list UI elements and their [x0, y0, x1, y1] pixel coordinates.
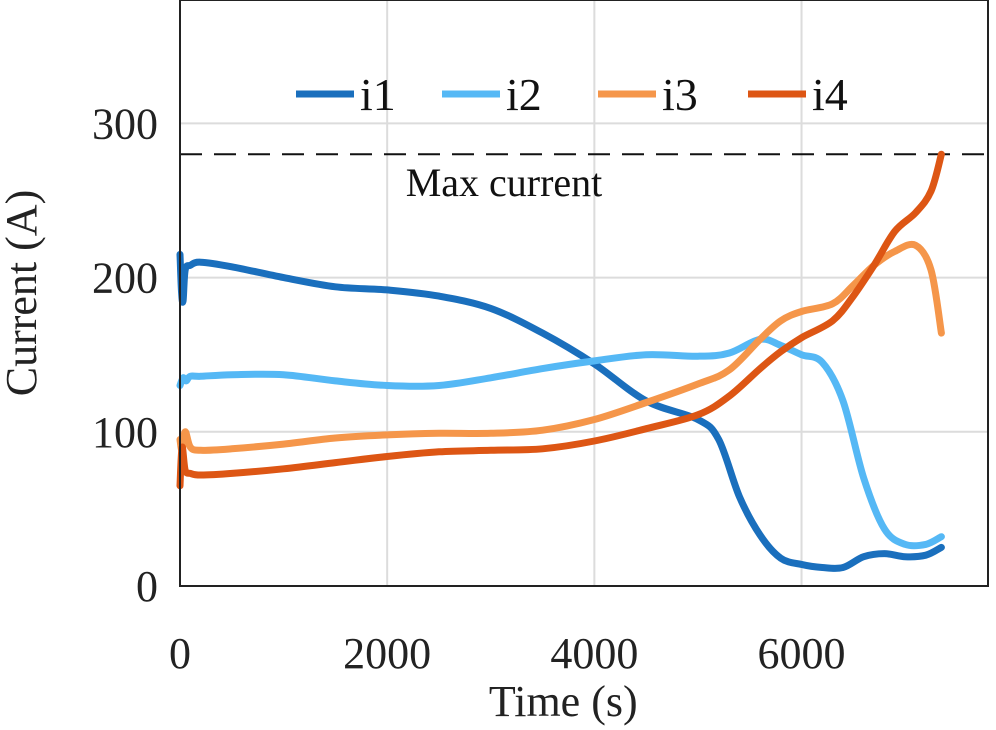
legend-label-i4: i4	[812, 69, 848, 120]
x-tick-label: 6000	[758, 629, 846, 678]
y-tick-label: 200	[92, 254, 158, 303]
tick-labels: 0 2000 4000 6000 0 100 200 300	[92, 99, 846, 678]
legend: i1 i2 i3 i4	[296, 69, 848, 120]
legend-label-i2: i2	[506, 69, 542, 120]
grid-lines	[179, 0, 988, 587]
x-tick-label: 0	[169, 629, 191, 678]
legend-label-i1: i1	[360, 69, 396, 120]
y-tick-label: 0	[136, 562, 158, 611]
max-current-label: Max current	[406, 160, 603, 205]
series-line-i2	[176, 335, 945, 550]
series-line-i3	[176, 240, 945, 454]
series-lines	[176, 150, 945, 572]
plot-frame	[179, 0, 989, 587]
y-axis-label: Current (A)	[0, 190, 46, 397]
x-tick-label: 4000	[550, 629, 638, 678]
x-axis-label: Time (s)	[489, 677, 638, 726]
x-tick-label: 2000	[343, 629, 431, 678]
y-tick-label: 300	[92, 99, 158, 148]
legend-label-i3: i3	[662, 69, 698, 120]
y-tick-label: 100	[92, 408, 158, 457]
series-line-i4	[176, 150, 945, 490]
series-line-i1	[176, 250, 945, 572]
